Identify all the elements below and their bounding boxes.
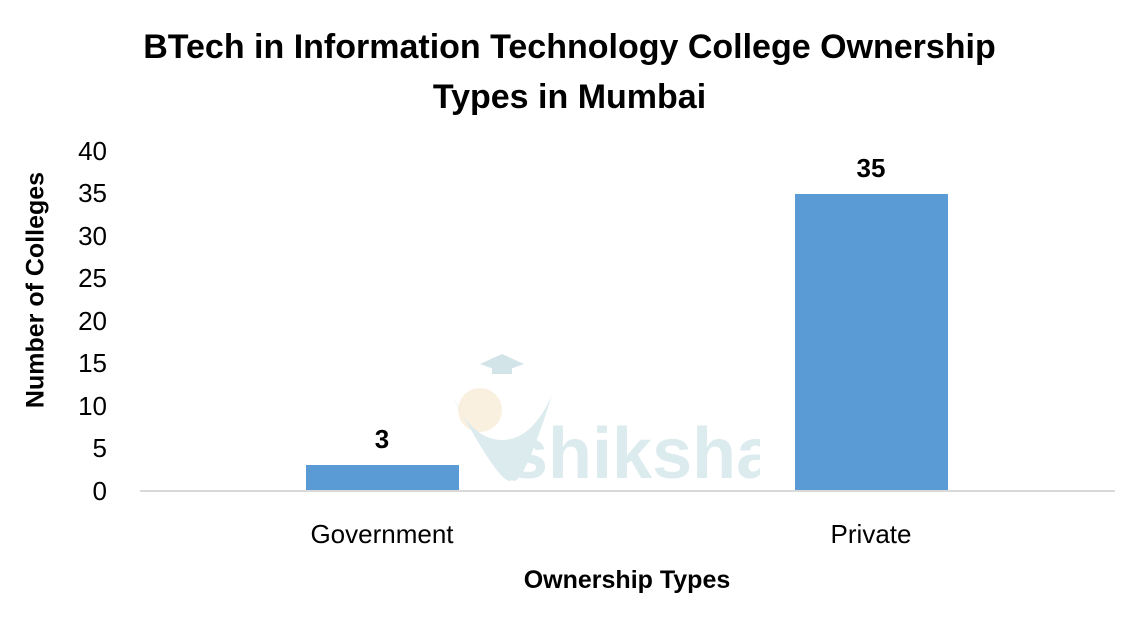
y-tick: 15 [78,348,107,378]
chart-title-line-1: BTech in Information Technology College … [143,28,996,66]
y-tick: 10 [78,391,107,421]
y-tick: 35 [78,178,107,208]
bar-government [306,465,459,490]
chart-title: BTech in Information Technology College … [0,22,1139,122]
y-tick: 25 [78,263,107,293]
chart-title-line-2: Types in Mumbai [432,78,707,116]
x-category-government: Government [310,519,454,549]
shiksha-watermark-icon: shiksha [452,354,760,490]
bar-private [795,194,948,490]
data-label-private: 35 [856,153,886,183]
x-axis-label: Ownership Types [523,566,731,594]
x-axis-line [140,490,1115,492]
y-axis-label: Number of Colleges [21,171,50,409]
y-tick: 20 [78,306,107,336]
data-label-government: 3 [374,424,390,454]
y-tick: 30 [78,221,107,251]
y-tick: 40 [78,136,107,166]
x-category-private: Private [830,519,912,549]
y-tick: 5 [92,433,107,463]
svg-text:shiksha: shiksha [508,414,760,490]
y-tick: 0 [92,476,107,506]
